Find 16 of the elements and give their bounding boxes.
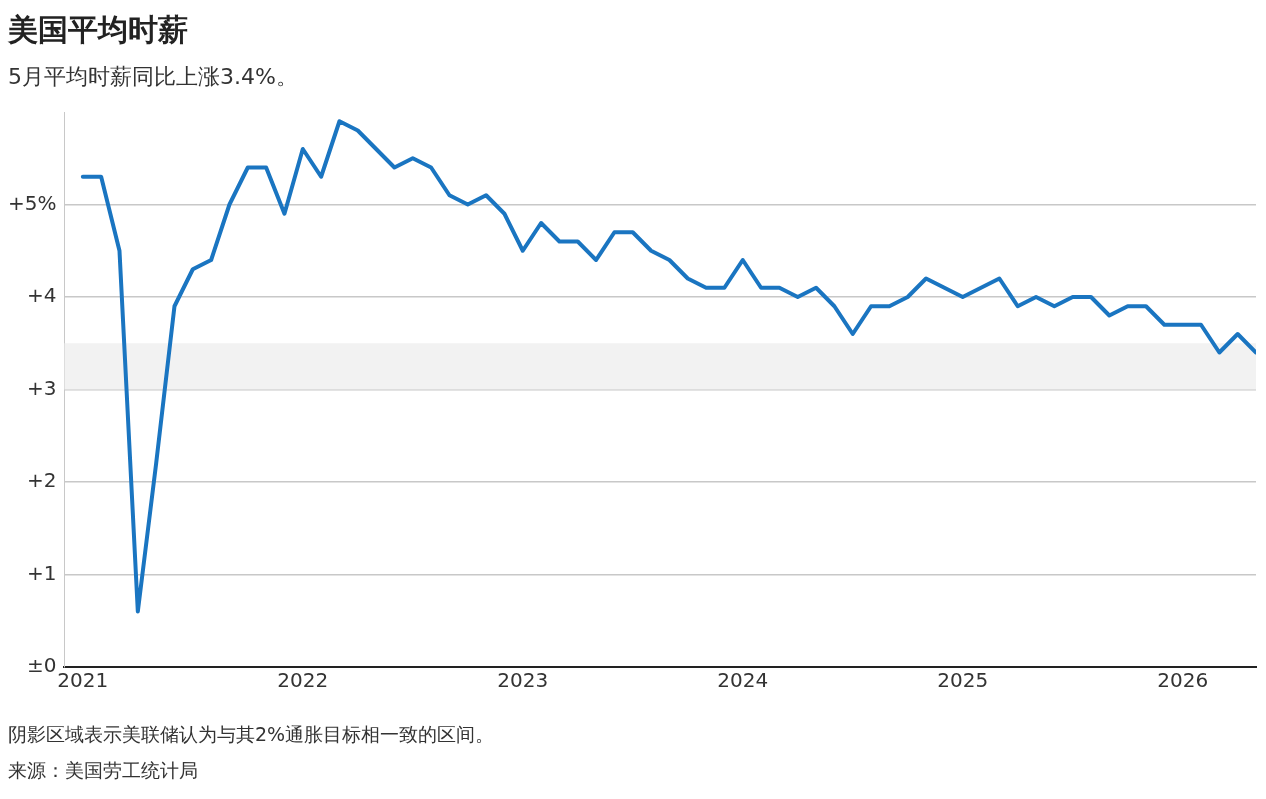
- y-tick-label: +1: [27, 560, 57, 585]
- x-tick-label: 2025: [937, 668, 989, 693]
- y-tick-label: +2: [27, 468, 57, 493]
- y-tick-label: ±0: [27, 653, 57, 678]
- x-tick-label: 2023: [497, 668, 549, 693]
- y-tick-label: +4: [27, 283, 57, 308]
- text: 阴影区域表示美联储认为与其2%通胀目标相一致的区间。: [8, 722, 495, 747]
- x-tick-label: 2024: [717, 668, 769, 693]
- x-tick-label: 2022: [277, 668, 329, 693]
- x-tick-label: 2021: [57, 668, 109, 693]
- x-tick-label: 2026: [1157, 668, 1209, 693]
- chart-subtitle: 5月平均时薪同比上涨3.4%。: [8, 63, 298, 91]
- chart-title: 美国平均时薪: [8, 11, 188, 49]
- y-tick-label: +5%: [7, 190, 57, 215]
- source-note: 来源：美国劳工统计局: [8, 758, 199, 783]
- y-tick-label: +3: [27, 375, 57, 400]
